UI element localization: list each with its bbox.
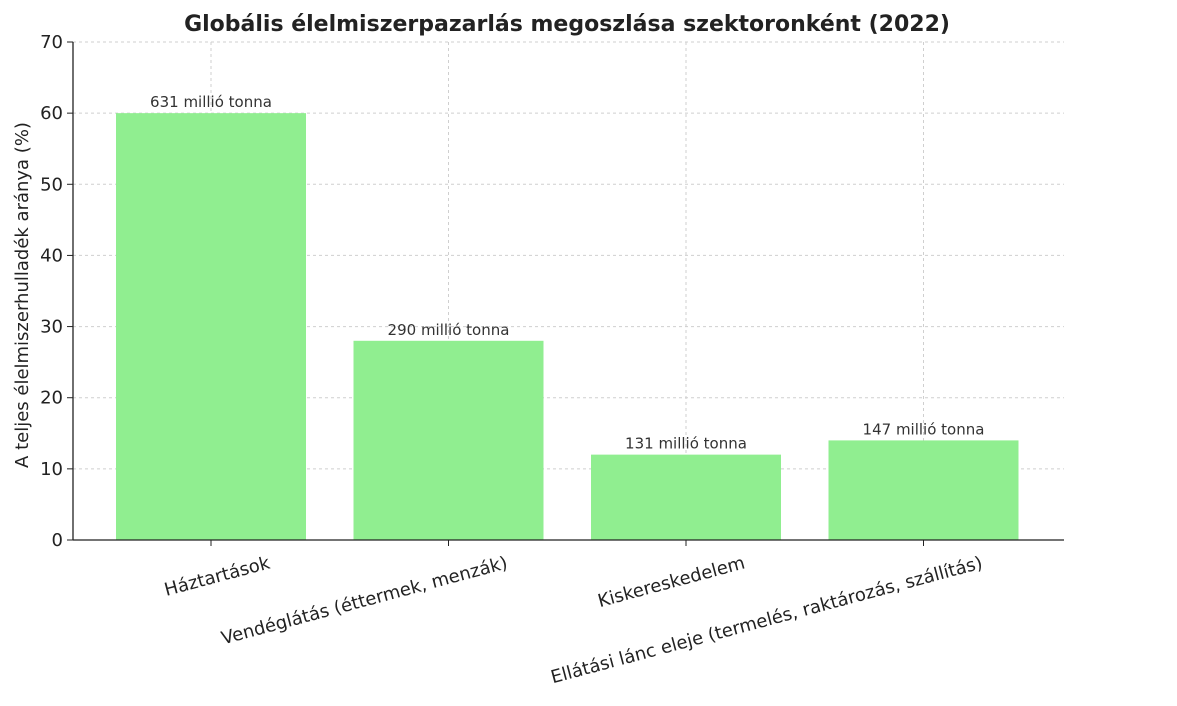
bars-group: 631 millió tonna 290 millió tonna 131 mill… <box>116 93 1019 541</box>
y-tick-label: 60 <box>40 103 63 124</box>
y-tick-label: 70 <box>40 32 63 53</box>
y-axis-ticks: 0 10 20 30 40 50 60 70 <box>40 32 73 551</box>
x-tick-label: Ellátási lánc eleje (termelés, raktározá… <box>549 553 985 689</box>
bar-data-label: 631 millió tonna <box>150 93 272 111</box>
bar <box>591 454 781 540</box>
axes <box>72 42 1064 541</box>
x-tick-label: Háztartások <box>162 552 273 600</box>
bar-data-label: 290 millió tonna <box>388 321 510 339</box>
bar-data-label: 131 millió tonna <box>625 435 747 453</box>
x-tick-label: Kiskereskedelem <box>596 553 748 612</box>
y-tick-label: 30 <box>40 317 63 338</box>
bar <box>116 113 306 541</box>
chart-title: Globális élelmiszerpazarlás megoszlása s… <box>184 12 950 37</box>
bar <box>353 340 544 540</box>
y-tick-label: 0 <box>52 530 63 551</box>
bar <box>828 440 1019 540</box>
bar-data-label: 147 millió tonna <box>863 420 985 438</box>
y-axis-label: A teljes élelmiszerhulladék aránya (%) <box>12 122 33 468</box>
y-tick-label: 50 <box>40 174 63 195</box>
y-tick-label: 20 <box>40 388 63 409</box>
y-tick-label: 10 <box>40 459 63 480</box>
y-tick-label: 40 <box>40 245 63 266</box>
